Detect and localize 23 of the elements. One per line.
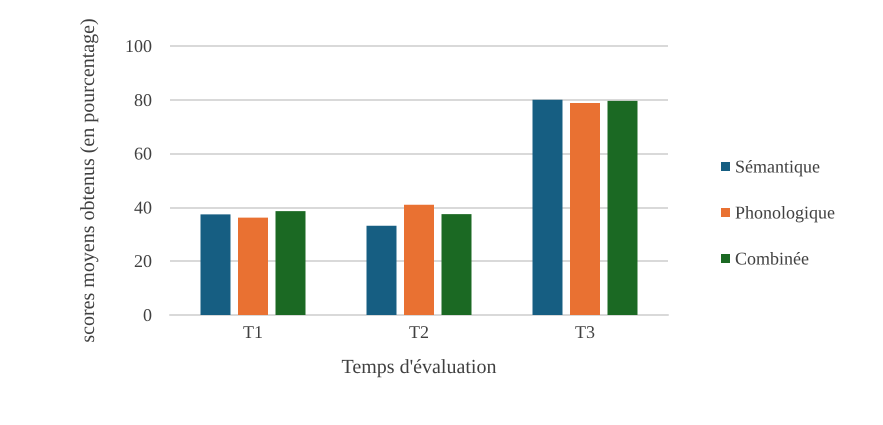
y-tick-label: 80 bbox=[134, 90, 152, 110]
bar bbox=[276, 211, 306, 315]
bar bbox=[404, 204, 434, 315]
x-tick-label: T3 bbox=[575, 322, 595, 342]
y-tick-label: 100 bbox=[125, 36, 152, 56]
bar bbox=[570, 103, 600, 315]
bar bbox=[366, 226, 396, 315]
bar bbox=[200, 214, 230, 315]
y-tick-label: 20 bbox=[134, 251, 152, 272]
y-tick-label: 60 bbox=[134, 144, 152, 164]
bar bbox=[532, 100, 562, 315]
bar bbox=[442, 214, 472, 315]
y-tick-label: 0 bbox=[143, 305, 152, 325]
x-tick-label: T1 bbox=[243, 322, 263, 342]
bar bbox=[608, 100, 638, 315]
legend-label: Combinée bbox=[735, 248, 809, 268]
x-axis-title: Temps d'évaluation bbox=[342, 356, 496, 378]
y-axis-title: scores moyens obtenus (en pourcentage) bbox=[77, 18, 99, 343]
legend-label: Sémantique bbox=[735, 156, 820, 176]
bar bbox=[238, 218, 268, 315]
legend-label: Phonologique bbox=[735, 202, 836, 222]
x-tick-label: T2 bbox=[409, 322, 429, 342]
y-tick-label: 40 bbox=[134, 197, 152, 218]
